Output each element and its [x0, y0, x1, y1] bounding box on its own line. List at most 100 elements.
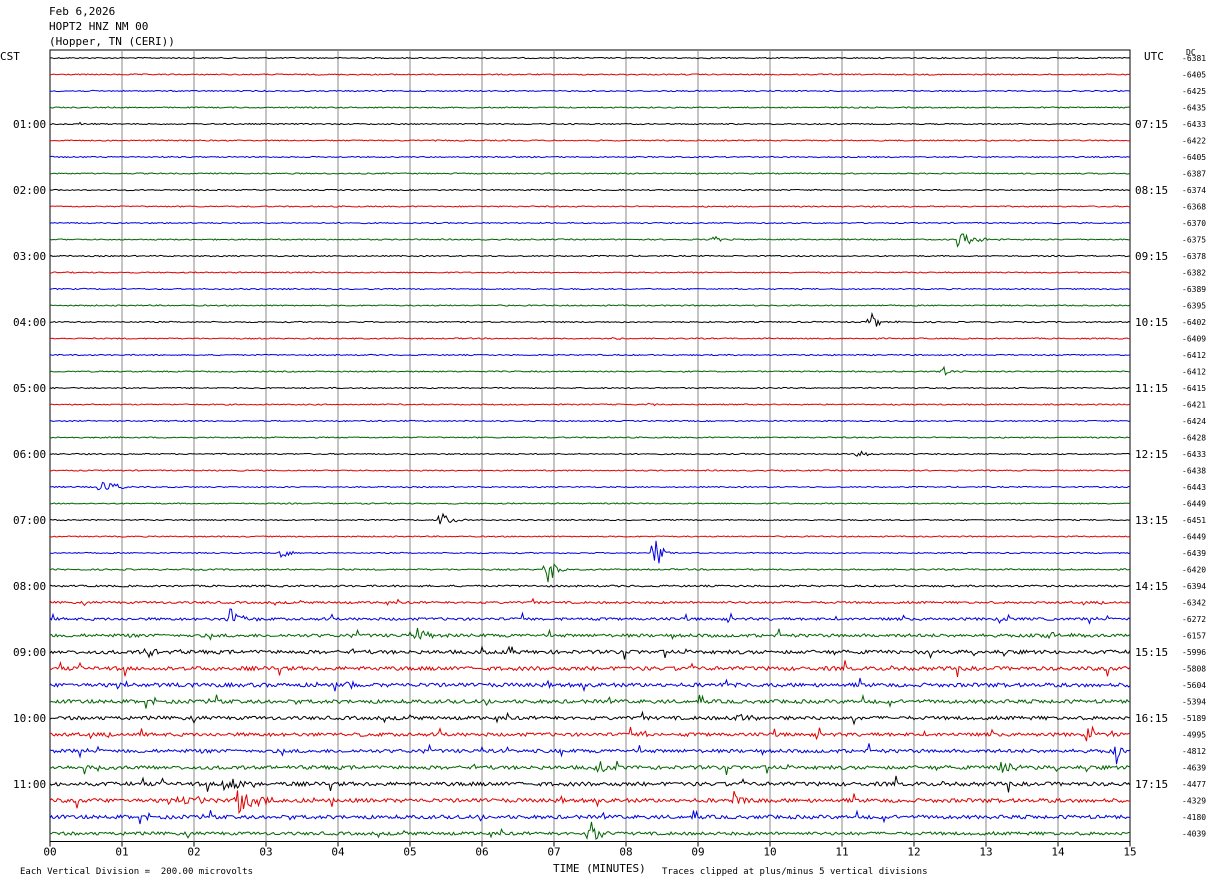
dc-column-label: DC [1186, 48, 1196, 57]
time-axis: 00 01 02 03 04 05 06 07 08 09 10 11 12 13 14 15 [43, 841, 1137, 859]
seismic-trace [49, 106, 1131, 109]
seismic-trace [49, 535, 1131, 538]
dc-offset-label: -4180 [1182, 813, 1206, 822]
seismic-trace [49, 121, 1131, 126]
x-tick-label: 01 [115, 846, 128, 859]
dc-offset-label: -6395 [1182, 302, 1206, 311]
dc-offset-label: -5394 [1182, 698, 1206, 707]
seismic-trace [49, 172, 1131, 175]
x-tick-label: 00 [43, 846, 56, 859]
utc-hour-label: 13:15 [1135, 514, 1168, 527]
clip-note: Traces clipped at plus/minus 5 vertical … [662, 867, 928, 877]
seismic-trace [49, 402, 1131, 407]
dc-offset-label: -6412 [1182, 351, 1206, 360]
dc-offset-label: -6402 [1182, 318, 1206, 327]
seismic-trace [49, 627, 1131, 641]
seismic-trace [49, 760, 1131, 775]
dc-offset-label: -6433 [1182, 120, 1206, 129]
seismic-trace [49, 608, 1131, 625]
plot-frame [49, 49, 1131, 842]
seismic-trace [49, 540, 1131, 564]
seismic-trace [49, 254, 1131, 258]
utc-hour-label: 08:15 [1135, 184, 1168, 197]
seismic-trace [49, 693, 1131, 709]
seismic-trace [49, 386, 1131, 390]
cst-axis-label: CST [0, 50, 20, 63]
dc-offset-label: -6375 [1182, 236, 1206, 245]
utc-hour-label: 12:15 [1135, 448, 1168, 461]
seismic-trace [49, 139, 1130, 142]
plot-grid [49, 49, 1131, 842]
dc-offset-label: -6342 [1182, 599, 1206, 608]
dc-offset-label: -4477 [1182, 780, 1206, 789]
dc-offset-label: -6443 [1182, 483, 1206, 492]
dc-offset-label: -6449 [1182, 500, 1206, 509]
dc-offset-label: -6378 [1182, 252, 1206, 261]
dc-offset-label: -6438 [1182, 467, 1206, 476]
dc-offset-label: -6439 [1182, 549, 1206, 558]
seismic-trace [49, 311, 1131, 327]
seismic-trace [49, 73, 1131, 76]
dc-offset-label: -6449 [1182, 533, 1206, 542]
utc-hour-label: 17:15 [1135, 778, 1168, 791]
utc-hour-label: 09:15 [1135, 250, 1168, 263]
seismic-trace [49, 221, 1131, 225]
seismic-trace [49, 481, 1131, 491]
seismic-trace [49, 205, 1131, 208]
cst-hour-label: 07:00 [13, 514, 46, 527]
x-tick-label: 13 [979, 846, 992, 859]
dc-offset-label: -4039 [1182, 830, 1206, 839]
seismic-trace [49, 436, 1131, 439]
seismic-trace [49, 660, 1131, 677]
dc-offset-label: -5808 [1182, 665, 1206, 674]
dc-offset-label: -6389 [1182, 285, 1206, 294]
header-station: HOPT2 HNZ NM 00 [49, 20, 149, 33]
utc-hour-label: 15:15 [1135, 646, 1168, 659]
utc-hour-label: 10:15 [1135, 316, 1168, 329]
dc-offset-label: -6425 [1182, 87, 1206, 96]
dc-offset-label: -6370 [1182, 219, 1206, 228]
seismic-trace [49, 743, 1131, 765]
seismic-trace [49, 584, 1131, 588]
seismic-trace [49, 155, 1131, 159]
dc-offset-label: -6433 [1182, 450, 1206, 459]
x-tick-label: 14 [1051, 846, 1065, 859]
seismic-trace [49, 419, 1131, 423]
cst-hour-label: 11:00 [13, 778, 46, 791]
utc-hour-label: 16:15 [1135, 712, 1168, 725]
seismic-trace [49, 271, 1131, 274]
seismic-trace [49, 188, 1131, 192]
utc-hour-label: 11:15 [1135, 382, 1168, 395]
seismic-trace [50, 469, 1131, 472]
header-location: (Hopper, TN (CERI)) [49, 35, 175, 48]
seismic-trace [49, 562, 1131, 583]
cst-hour-label: 08:00 [13, 580, 46, 593]
dc-offset-label: -6435 [1182, 104, 1206, 113]
x-tick-label: 15 [1123, 846, 1136, 859]
cst-hour-label: 09:00 [13, 646, 46, 659]
dc-offset-label: -5996 [1182, 648, 1206, 657]
cst-hour-label: 06:00 [13, 448, 46, 461]
dc-offset-label: -6421 [1182, 401, 1206, 410]
dc-offset-label: -6422 [1182, 137, 1206, 146]
dc-offset-label: -5604 [1182, 681, 1206, 690]
cst-hour-label: 04:00 [13, 316, 46, 329]
utc-axis-label: UTC [1144, 50, 1164, 63]
x-tick-label: 02 [187, 846, 200, 859]
cst-hour-label: 05:00 [13, 382, 46, 395]
header-date: Feb 6,2026 [49, 5, 116, 18]
dc-offset-label: -6428 [1182, 434, 1206, 443]
cst-hour-label: 02:00 [13, 184, 46, 197]
seismic-trace [49, 353, 1131, 357]
seismic-trace [49, 233, 1131, 248]
x-tick-label: 06 [475, 846, 488, 859]
dc-offset-label: -4329 [1182, 797, 1206, 806]
dc-offset-label: -6382 [1182, 269, 1206, 278]
trace-group [49, 56, 1131, 840]
dc-offset-label: -6394 [1182, 582, 1206, 591]
x-tick-label: 04 [331, 846, 345, 859]
seismic-trace [49, 365, 1131, 376]
x-axis-title: TIME (MINUTES) [553, 862, 646, 875]
seismic-trace [49, 645, 1131, 660]
